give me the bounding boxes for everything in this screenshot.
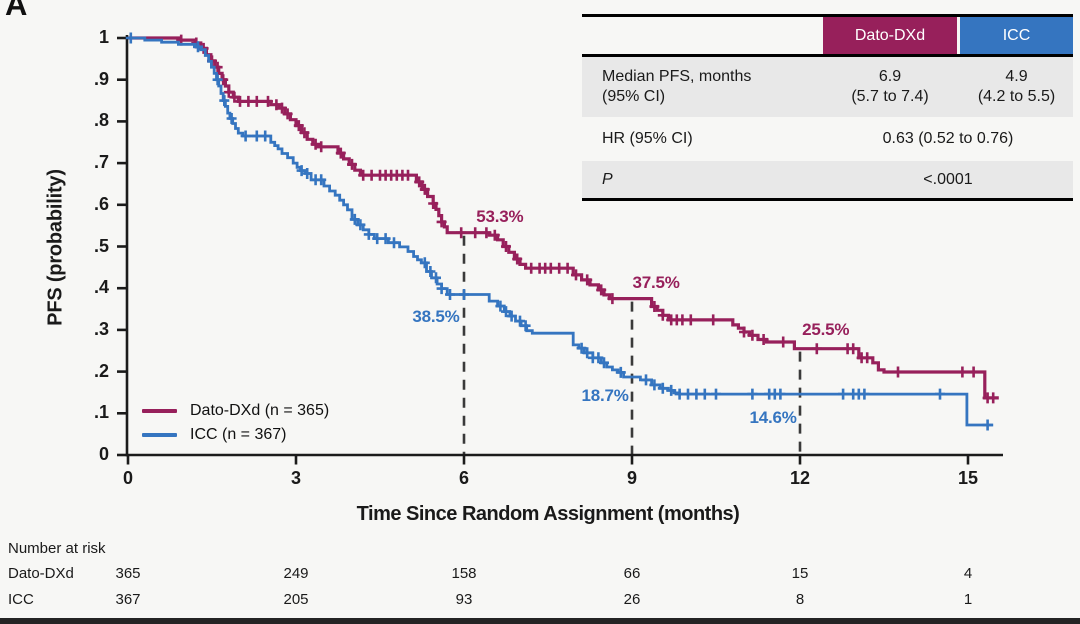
risk-count: 1	[963, 591, 973, 608]
x-tick-label: 15	[957, 468, 979, 488]
y-tick-label: .6	[93, 193, 109, 214]
legend-line-swatch	[142, 409, 177, 413]
y-tick-label: 0	[98, 444, 109, 464]
landmark-percent-label: 14.6%	[749, 407, 797, 427]
censor-marks-dato-dxd	[176, 34, 999, 404]
risk-count: 66	[623, 565, 641, 582]
legend: Dato-DXd (n = 365) ICC (n = 367)	[142, 399, 329, 447]
y-tick-label: .5	[93, 235, 109, 256]
risk-count: 4	[963, 565, 973, 582]
x-tick-label: 6	[458, 468, 469, 488]
landmark-percent-label: 53.3%	[476, 206, 524, 226]
x-axis-title: Time Since Random Assignment (months)	[356, 503, 740, 525]
x-tick-label: 12	[789, 468, 811, 488]
p-value: <.0001	[923, 170, 973, 188]
censor-marks-icc	[125, 32, 993, 431]
legend-item: ICC (n = 367)	[142, 423, 329, 447]
y-tick-label: .1	[93, 402, 109, 423]
legend-label: ICC (n = 367)	[190, 426, 287, 443]
risk-row-label: Dato-DXd	[8, 565, 74, 582]
risk-count: 26	[623, 591, 641, 608]
landmark-percent-label: 37.5%	[632, 272, 680, 292]
hr-value: 0.63 (0.52 to 0.76)	[882, 130, 1014, 147]
x-tick-label: 0	[122, 468, 133, 488]
y-tick-label: .2	[93, 360, 109, 381]
y-tick-label: .8	[93, 110, 109, 131]
risk-count: 205	[283, 591, 309, 608]
y-tick-label: .4	[93, 277, 109, 298]
summary-table-row-p: P <.0001	[582, 161, 1073, 198]
landmark-percent-label: 38.5%	[412, 306, 460, 326]
risk-count: 158	[451, 565, 477, 582]
y-tick-label: 1	[98, 27, 109, 47]
median-pfs-label: Median PFS, months (95% CI)	[602, 68, 752, 105]
summary-table: Dato-DXd ICC Median PFS, months (95% CI)…	[582, 14, 1073, 201]
summary-table-header-icc: ICC	[960, 17, 1073, 54]
risk-count: 8	[795, 591, 805, 608]
median-pfs-icc-value: 4.9 (4.2 to 5.5)	[977, 68, 1056, 105]
risk-count: 93	[455, 591, 473, 608]
risk-row-label: ICC	[8, 591, 34, 608]
risk-count: 15	[791, 565, 809, 582]
summary-table-empty-cell	[582, 17, 823, 54]
risk-count: 367	[115, 591, 141, 608]
x-tick-label: 3	[290, 468, 301, 488]
risk-count: 365	[115, 565, 141, 582]
bottom-divider	[0, 618, 1080, 624]
summary-table-header: Dato-DXd ICC	[582, 17, 1073, 57]
risk-count: 249	[283, 565, 309, 582]
y-tick-label: .7	[93, 152, 109, 173]
p-label: P	[602, 170, 613, 188]
summary-table-row-median: Median PFS, months (95% CI) 6.9 (5.7 to …	[582, 57, 1073, 117]
legend-line-swatch	[142, 433, 177, 437]
summary-table-header-dato: Dato-DXd	[823, 17, 957, 54]
legend-item: Dato-DXd (n = 365)	[142, 399, 329, 423]
panel-letter: A	[5, 0, 28, 22]
landmark-percent-label: 18.7%	[581, 385, 629, 405]
y-tick-label: .3	[93, 318, 109, 339]
summary-table-row-hr: HR (95% CI) 0.63 (0.52 to 0.76)	[582, 117, 1073, 161]
x-tick-label: 9	[626, 468, 637, 488]
number-at-risk-title: Number at risk	[8, 540, 106, 557]
legend-label: Dato-DXd (n = 365)	[190, 402, 330, 419]
y-tick-label: .9	[93, 68, 109, 89]
landmark-percent-label: 25.5%	[802, 319, 850, 339]
hr-label: HR (95% CI)	[602, 130, 693, 147]
median-pfs-dato-value: 6.9 (5.7 to 7.4)	[851, 68, 929, 105]
